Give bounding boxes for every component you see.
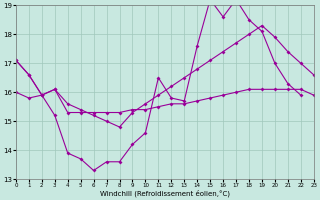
X-axis label: Windchill (Refroidissement éolien,°C): Windchill (Refroidissement éolien,°C) <box>100 190 230 197</box>
